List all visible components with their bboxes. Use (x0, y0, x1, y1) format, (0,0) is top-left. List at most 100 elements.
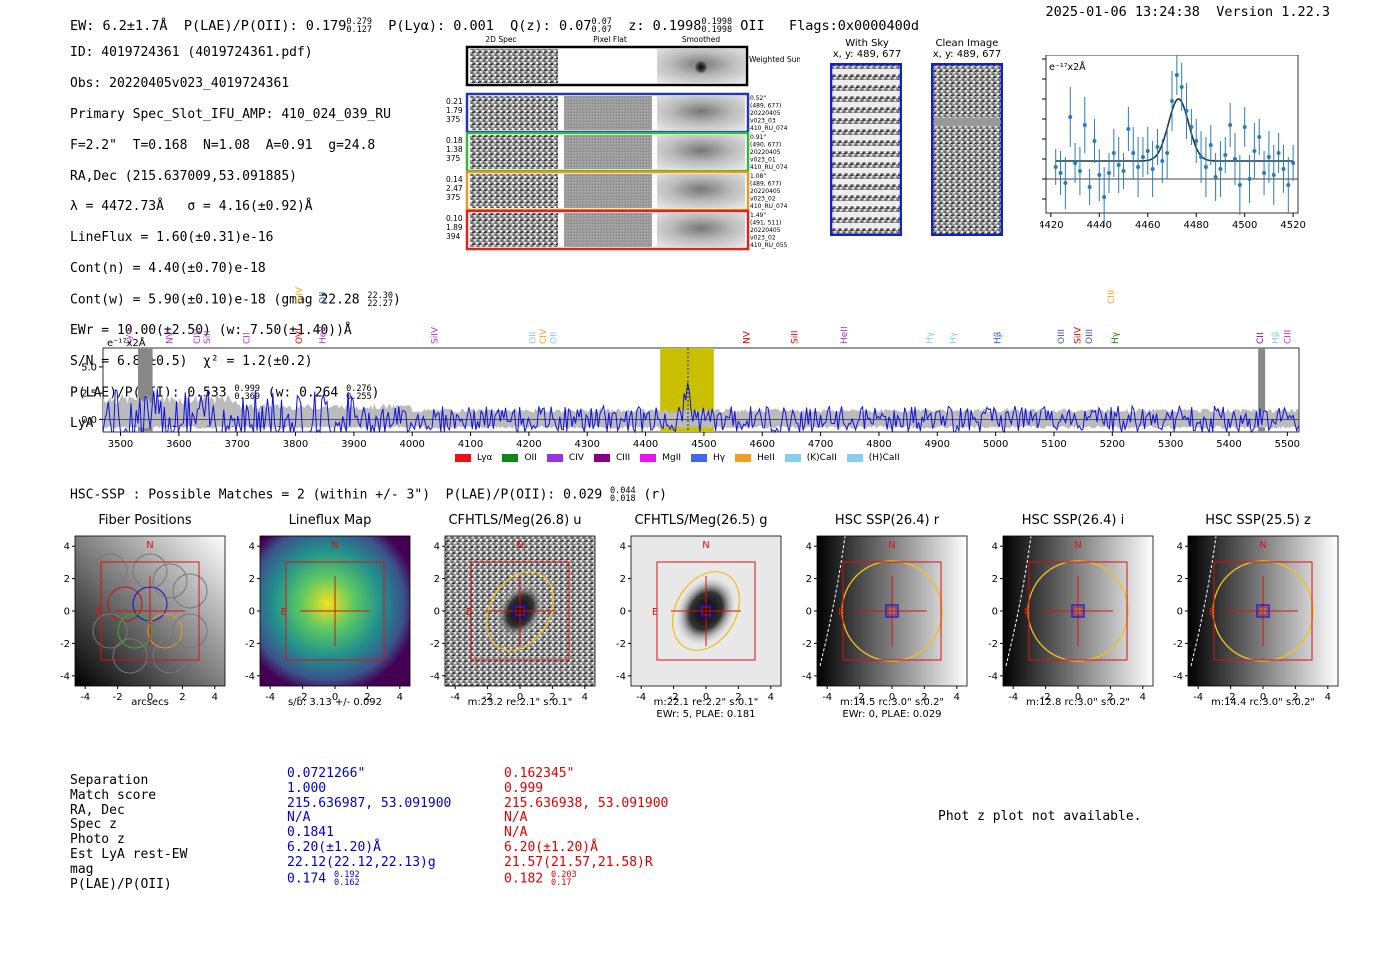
zoom-x-tick-label: 4420 (1040, 220, 1064, 230)
panel-y-tick-label: 4 (434, 542, 440, 553)
zoom-point (1208, 143, 1213, 147)
panel-x-tick-label: 0 (147, 692, 153, 703)
legend-swatch (846, 454, 863, 462)
legend-label: Lyα (477, 453, 493, 463)
row-pixelflat (564, 174, 652, 208)
panel-x-tick-label: 2 (1292, 692, 1298, 703)
match-value: 6.20(±1.20)Å (287, 840, 451, 856)
zoom-point (1170, 99, 1174, 103)
match-value-text: 215.636938, 53.091900 (504, 795, 669, 811)
panel-x-tick-label: 4 (768, 692, 774, 703)
zoom-x-tick-label: 4500 (1232, 220, 1257, 230)
panel-x-tick-label: 2 (179, 692, 185, 703)
panel-x-tick-label: -2 (855, 692, 865, 703)
legend-item: Hγ (691, 453, 725, 463)
spectrum-line-label: Lyα (124, 328, 134, 344)
match-labels: Separation Match score RA, Dec Spec z Photo … (70, 773, 188, 892)
east-label: E (466, 607, 472, 618)
panel-x-tick-label: -4 (1193, 692, 1203, 703)
panel-x-tick-label: 0 (1260, 692, 1266, 703)
row-2dspec (470, 174, 558, 208)
north-label: N (331, 540, 338, 551)
panel-caption: m:23.2 re:2.1" s:0.1" (467, 697, 573, 708)
legend-label: CIV (568, 453, 584, 463)
zoom-point (1218, 167, 1223, 171)
zoom-point (1102, 195, 1107, 199)
imaging-panel: CFHTLS/Meg(26.8) u N E -4 -4 -2 -2 0 0 2 2 4 4 m:23.2… (420, 508, 605, 718)
panel-y-tick-label: 2 (249, 574, 255, 585)
match-value: 215.636938, 53.091900 (504, 795, 669, 812)
with-sky-coords: x, y: 489, 677 (832, 49, 902, 60)
timestamp: 2025-01-06 13:24:38 (1045, 4, 1200, 20)
zoom-point (1136, 165, 1141, 169)
zoom-point (1266, 155, 1271, 159)
legend-item: Lyα (455, 453, 492, 463)
catalog-edge (1005, 535, 1032, 667)
panel-image: N E -4 -4 -2 -2 0 0 2 2 4 4 (802, 535, 968, 703)
match-value: 215.636987, 53.091900 (287, 796, 451, 812)
info-plae-hi: 0.999 (234, 383, 260, 394)
spectrum-x-tick-label: 4500 (691, 439, 716, 450)
panel-x-tick-label: 4 (954, 692, 960, 703)
zoom-point (1203, 165, 1208, 169)
match-value: 0.162345" (504, 766, 668, 782)
cutout-panel: 2D Spec Pixel Flat Smoothed Weighted Sum… (446, 35, 800, 251)
legend-label: CIII (615, 453, 631, 463)
match-value-text: 0.1841 (287, 825, 334, 841)
row-left-stat: 1.89 (446, 223, 463, 232)
info-radec: RA,Dec (215.637009,53.091885) (70, 168, 297, 184)
row-2dspec (470, 135, 558, 169)
row-left-stat: 375 (446, 193, 461, 202)
weighted-2dspec (470, 49, 558, 83)
spectrum-line-label: SiIV (295, 286, 305, 304)
row-left-stat: 0.21 (446, 97, 463, 106)
col-title-2dspec: 2D Spec (485, 35, 516, 44)
spectrum-x-tick-label: 5300 (1158, 439, 1183, 450)
info-plae-w-hi: 0.276 (346, 383, 372, 394)
zoom-point (1165, 151, 1170, 155)
panel-x-tick-label: -4 (636, 692, 646, 703)
panel-y-tick-label: 0 (620, 607, 626, 618)
fiber-circle (112, 638, 148, 674)
imaging-panel: Lineflux Map N E -4 -4 -2 -2 0 0 2 2 4 4 s/b: 3.13 +/… (235, 508, 420, 718)
header-zline: OII (740, 18, 765, 34)
spectrum-x-tick-label: 5100 (1041, 439, 1066, 450)
info-params: F=2.2" T=0.168 N=1.08 A=0.91 g=24.8 (70, 137, 376, 153)
zoom-frame (1045, 55, 1299, 214)
legend-label: Hγ (713, 453, 726, 463)
panel-x-tick-label: -4 (1008, 692, 1018, 703)
legend-item: CIII (593, 453, 631, 463)
with-sky-image (830, 63, 902, 236)
zoom-point (1097, 173, 1102, 177)
row-right-meta: 20220405 (750, 110, 781, 117)
header-plae-lo: 0.127 (346, 25, 372, 35)
row-right-meta: 20220405 (750, 227, 781, 234)
panel-y-tick-label: 4 (806, 542, 812, 553)
panel-x-tick-label: 0 (1075, 692, 1081, 703)
zoom-point (1087, 185, 1092, 189)
row-left-stat: 1.79 (446, 106, 463, 115)
match-value-text: N/A (504, 810, 528, 826)
zoom-point (1291, 161, 1296, 165)
row-pixelflat (564, 213, 652, 247)
row-2dspec (470, 213, 558, 247)
zoom-point (1257, 135, 1262, 139)
match-value: 0.182 0.203 0.17 (504, 870, 668, 887)
match-label: Match score (70, 787, 157, 803)
match-value-text: 0.162345" (504, 766, 575, 781)
legend-item: MgII (640, 453, 681, 463)
legend-swatch (502, 454, 519, 462)
weighted-label-text: Weighted Sum (749, 55, 800, 64)
spectrum-legend: Lyα OII CIV CIII MgII Hγ HeII (K)CaII (H)CaII (455, 447, 910, 466)
search-box (842, 561, 942, 661)
panel-y-tick-label: 0 (806, 607, 812, 618)
zoom-point (1140, 155, 1145, 159)
row-smoothed (657, 213, 745, 247)
spectrum-plot-group: 3500 3600 3700 3800 3900 4000 4100 4200 4300 4400… (81, 348, 1300, 450)
row-2dspec (470, 96, 558, 130)
zoom-plot-group: 4420444044604480450045206543210-1 (1040, 55, 1306, 230)
match-value: 21.57(21.57,21.58)R (504, 855, 668, 871)
panel-caption: s/b: 3.13 +/- 0.092 (287, 697, 383, 708)
spectrum-line-label: OII (528, 332, 538, 344)
match-label: Est LyA rest-EW (70, 846, 188, 862)
